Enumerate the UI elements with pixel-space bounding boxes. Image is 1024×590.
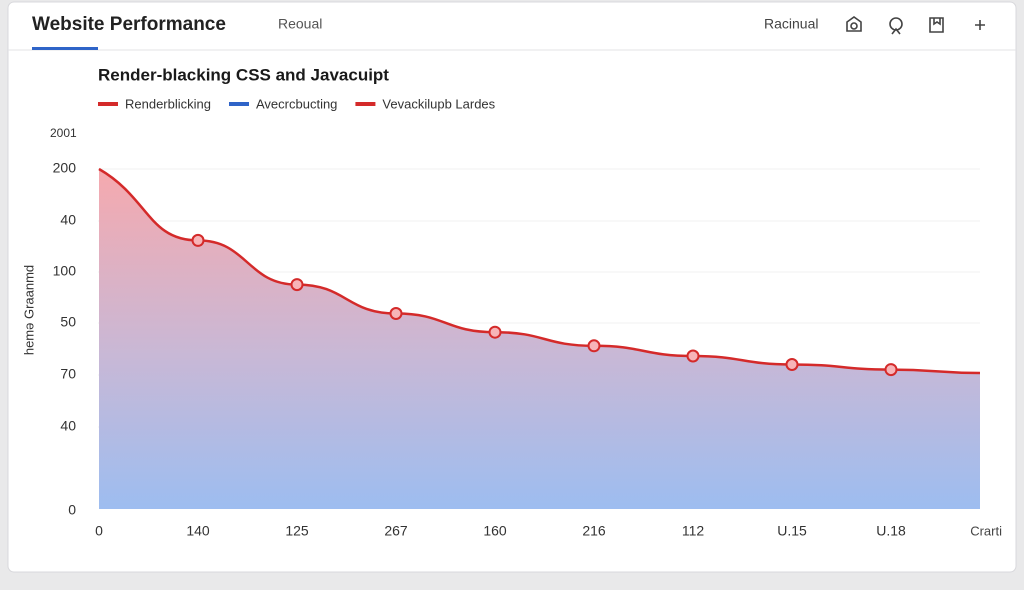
x-tick-label: 140: [186, 523, 210, 539]
y-tick-label: 40: [60, 212, 76, 228]
x-tick-label: 0: [95, 523, 103, 539]
bookmark-icon[interactable]: [929, 17, 944, 33]
y-tick-label: 50: [60, 314, 76, 330]
legend-label: Vevackilupb Lardes: [382, 96, 495, 111]
y-tick-label: 2001: [50, 126, 77, 140]
y-tick-label: 200: [53, 160, 77, 176]
y-tick-label: 70: [60, 366, 76, 382]
legend-label: Avecrcbucting: [256, 96, 337, 111]
add-icon[interactable]: [975, 20, 985, 30]
y-tick-label: 0: [68, 502, 76, 518]
x-axis-title: Crarti: [970, 523, 1002, 538]
point: [290, 278, 304, 292]
y-tick-label: 100: [53, 263, 77, 279]
x-tick-label: 125: [285, 523, 309, 539]
point: [191, 233, 205, 247]
legend-label: Renderblicking: [125, 96, 211, 111]
x-tick-label: 267: [384, 523, 408, 539]
point: [587, 339, 601, 353]
legend-swatch: [229, 102, 249, 106]
toolbar-icons[interactable]: [846, 16, 985, 35]
y-tick-label: 40: [60, 418, 76, 434]
point: [488, 325, 502, 339]
user-icon[interactable]: [889, 17, 903, 35]
chart-title: Render-blacking CSS and Javacuipt: [98, 65, 389, 84]
point: [686, 349, 700, 363]
legend-swatch: [98, 102, 118, 106]
x-tick-label: 112: [682, 523, 705, 539]
area: [99, 169, 980, 509]
x-tick-label: U.15: [777, 523, 807, 539]
point: [389, 307, 403, 320]
line: [98, 167, 981, 375]
home-icon[interactable]: [846, 16, 862, 32]
menu[interactable]: Racinual: [764, 16, 818, 32]
active-underline: [32, 47, 98, 50]
y-axis-title: hemə Graanmd: [21, 265, 36, 355]
x-tick-label: 160: [483, 523, 507, 539]
x-tick-label: 216: [582, 523, 606, 539]
app-title: Website Performance: [32, 14, 226, 35]
tab[interactable]: Reoual: [278, 16, 322, 32]
legend-swatch: [355, 102, 376, 106]
point: [884, 363, 898, 377]
point: [785, 358, 799, 371]
x-tick-label: U.18: [876, 523, 906, 539]
